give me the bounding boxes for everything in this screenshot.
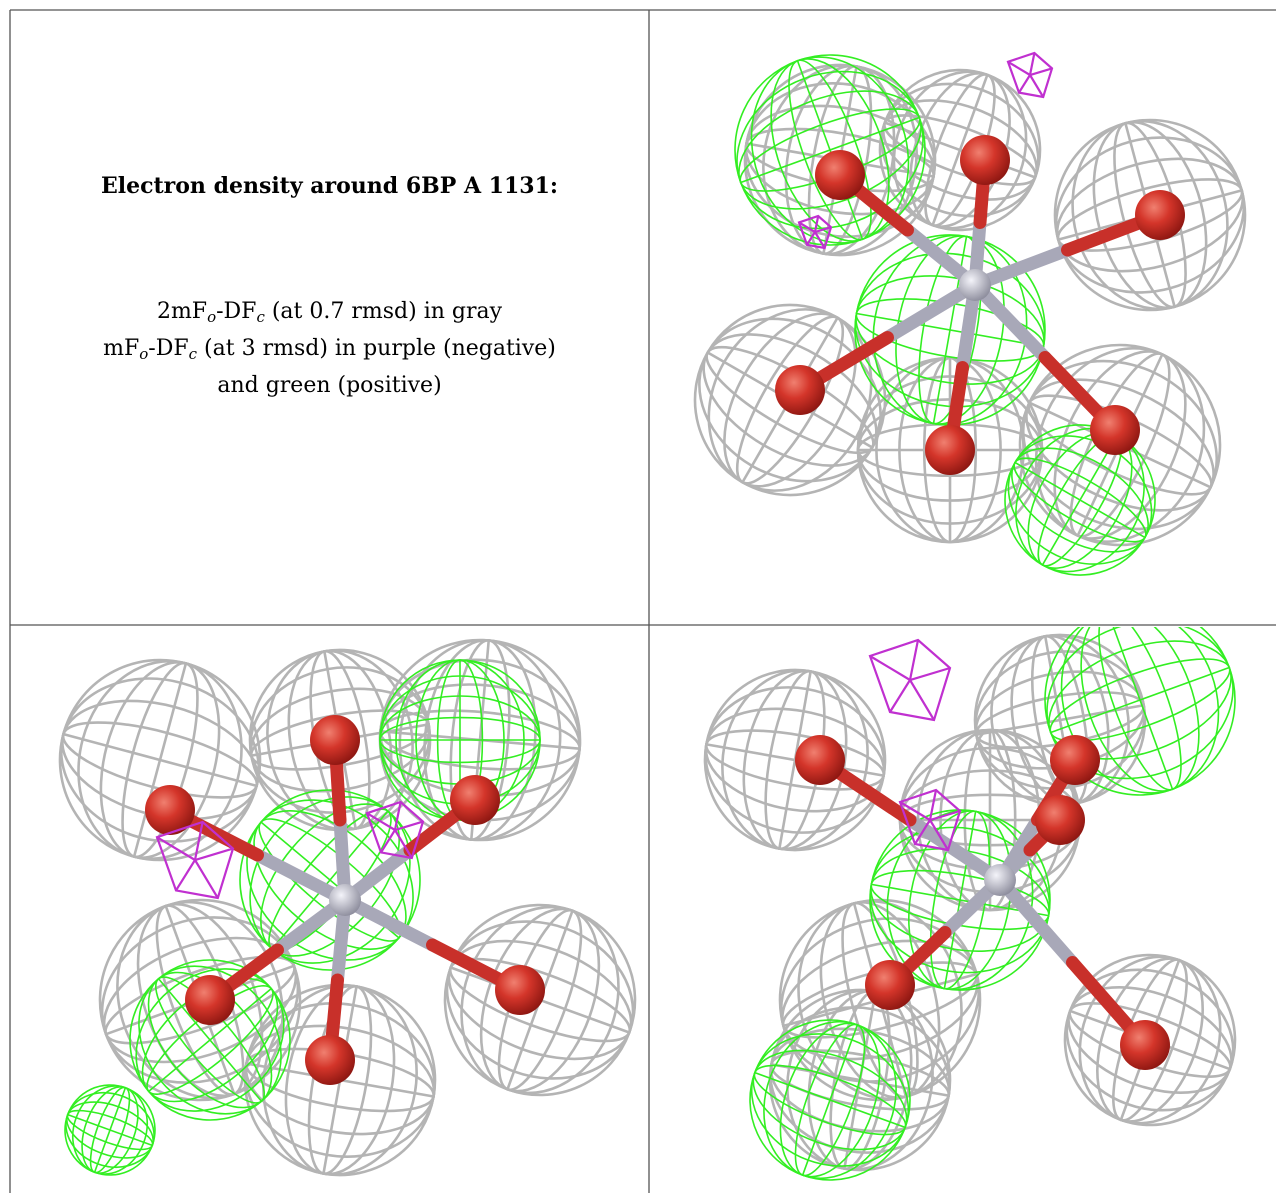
negative-density: [155, 820, 235, 900]
oxygen-atom: [1050, 735, 1100, 785]
caption-text: -DF: [148, 336, 189, 361]
mesh-line: [898, 788, 962, 852]
mesh-line: [914, 819, 931, 845]
positive-density: [1044, 627, 1236, 796]
oxygen-atom: [775, 365, 825, 415]
oxygen-atom: [145, 785, 195, 835]
bond: [251, 848, 352, 907]
subscript: o: [139, 345, 149, 363]
mesh-line: [157, 978, 263, 1102]
central-atom: [329, 884, 361, 916]
negative-density: [868, 638, 952, 722]
mesh-line: [93, 1087, 127, 1173]
density-mesh: [58, 658, 262, 862]
oxygen-atom: [1120, 1020, 1170, 1070]
caption-text: -DF: [216, 299, 257, 324]
bond: [968, 243, 1074, 292]
mesh-line: [380, 829, 396, 853]
subscript: c: [256, 308, 265, 326]
oxygen-atom: [1090, 405, 1140, 455]
oxygen-atom: [1135, 190, 1185, 240]
caption-text: (at 3 rmsd) in purple (negative): [197, 336, 556, 361]
mesh-line: [175, 859, 196, 891]
oxygen-atom: [495, 965, 545, 1015]
caption-text: (at 0.7 rmsd) in gray: [264, 299, 503, 324]
bond: [993, 873, 1079, 969]
positive-density: [64, 1084, 156, 1176]
mesh-line: [1106, 627, 1174, 790]
bond: [338, 893, 439, 952]
mesh-line: [1006, 51, 1054, 99]
subscript: o: [207, 308, 217, 326]
caption-line: mFo-DFc (at 3 rmsd) in purple (negative): [10, 330, 649, 367]
mesh-line: [155, 820, 235, 900]
central-atom: [959, 269, 991, 301]
subscript: c: [188, 345, 198, 363]
oxygen-atom: [310, 715, 360, 765]
bond: [968, 278, 1052, 364]
oxygen-atom: [815, 150, 865, 200]
mesh-line: [868, 638, 952, 722]
oxygen-atom: [795, 735, 845, 785]
density-view-3: [703, 627, 1237, 1181]
oxygen-atom: [960, 135, 1010, 185]
positive-density: [749, 1019, 911, 1181]
mesh-line: [796, 60, 864, 240]
mesh-line: [797, 214, 833, 250]
caption-lines: 2mFo-DFc (at 0.7 rmsd) in gray mFo-DFc (a…: [10, 293, 649, 404]
negative-density: [797, 214, 833, 250]
oxygen-atom: [1035, 795, 1085, 845]
oxygen-atom: [450, 775, 500, 825]
central-atom: [984, 864, 1016, 896]
mesh-line: [931, 74, 989, 226]
mesh-line: [806, 231, 816, 246]
oxygen-atom: [305, 1035, 355, 1085]
negative-density: [898, 788, 962, 852]
density-view-1: [693, 51, 1247, 576]
negative-density: [1006, 51, 1054, 99]
caption-text: and green (positive): [217, 373, 442, 398]
mesh-line: [943, 811, 977, 989]
mesh-line: [1018, 74, 1031, 94]
negative-density: [365, 800, 425, 860]
mesh-line: [801, 1024, 859, 1176]
density-view-2: [58, 638, 637, 1177]
oxygen-atom: [865, 960, 915, 1010]
mesh-line: [889, 679, 911, 713]
mesh-line: [1041, 434, 1119, 566]
caption-cell: Electron density around 6BP A 1131: 2mFo…: [10, 10, 649, 625]
density-mesh: [243, 983, 437, 1177]
caption-text: mF: [103, 336, 140, 361]
bond: [881, 278, 982, 344]
table-borders: [9, 9, 1276, 1193]
mesh-line: [132, 663, 188, 857]
mesh-line: [271, 810, 389, 950]
caption-text: 2mF: [156, 299, 208, 324]
mesh-line: [365, 800, 425, 860]
positive-density: [734, 54, 926, 246]
positive-density: [129, 959, 291, 1121]
caption-line: and green (positive): [10, 367, 649, 404]
oxygen-atom: [185, 975, 235, 1025]
caption-title: Electron density around 6BP A 1131:: [100, 173, 559, 199]
oxygen-atom: [925, 425, 975, 475]
caption-line: 2mFo-DFc (at 0.7 rmsd) in gray: [10, 293, 649, 330]
